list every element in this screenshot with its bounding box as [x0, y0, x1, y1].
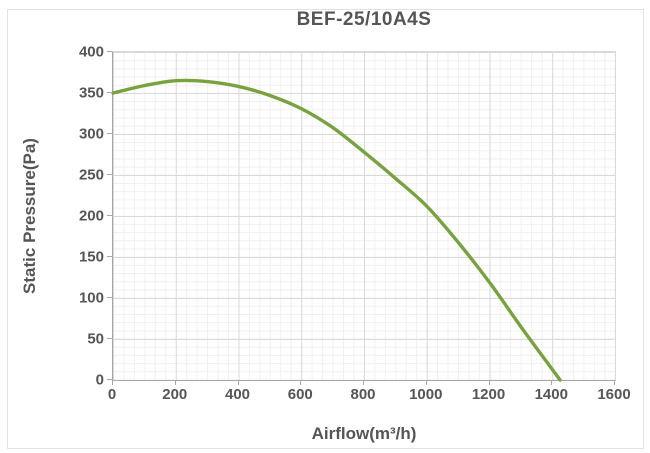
- chart-title: BEF-25/10A4S: [296, 9, 432, 30]
- y-tick-mark: [107, 174, 112, 175]
- y-tick-mark: [107, 338, 112, 339]
- y-tick-mark: [107, 92, 112, 93]
- x-tick-label: 200: [162, 386, 188, 403]
- fan-curve: [111, 78, 562, 382]
- x-tick-mark: [363, 380, 364, 385]
- y-tick-label: 250: [78, 166, 104, 184]
- y-tick-mark: [107, 256, 112, 257]
- y-tick-label: 400: [78, 43, 104, 61]
- y-tick-label: 350: [78, 84, 104, 102]
- x-tick-mark: [425, 380, 427, 385]
- x-tick-mark: [551, 380, 553, 385]
- y-tick-label: 100: [78, 289, 104, 307]
- fan-curve-svg: [111, 78, 562, 382]
- x-tick-mark: [112, 380, 113, 385]
- y-tick-mark: [107, 379, 112, 380]
- y-tick-mark: [107, 297, 112, 298]
- x-tick-label: 800: [350, 386, 376, 403]
- y-tick-mark: [107, 215, 112, 216]
- x-tick-label: 1400: [534, 386, 568, 403]
- x-tick-label: 400: [224, 386, 251, 403]
- x-axis-title: Airflow(m³/h): [311, 424, 417, 443]
- plot-area: [111, 51, 616, 382]
- y-tick-mark: [107, 51, 112, 52]
- y-tick-label: 150: [78, 248, 104, 266]
- y-tick-label: 200: [78, 207, 104, 225]
- x-tick-mark: [488, 380, 490, 385]
- y-tick-mark: [107, 133, 112, 134]
- x-tick-mark: [237, 380, 239, 385]
- x-tick-label: 1600: [597, 386, 631, 403]
- x-tick-label: 1200: [471, 386, 506, 403]
- y-tick-label: 300: [78, 125, 104, 143]
- chart-frame: [7, 9, 644, 449]
- x-tick-mark: [300, 380, 302, 385]
- y-tick-label: 50: [87, 330, 104, 348]
- x-tick-mark: [174, 380, 176, 385]
- x-tick-mark: [614, 380, 615, 385]
- x-tick-label: 1000: [409, 386, 443, 403]
- x-tick-label: 600: [287, 386, 313, 403]
- x-tick-label: 0: [107, 386, 117, 403]
- y-tick-label: 0: [95, 371, 104, 389]
